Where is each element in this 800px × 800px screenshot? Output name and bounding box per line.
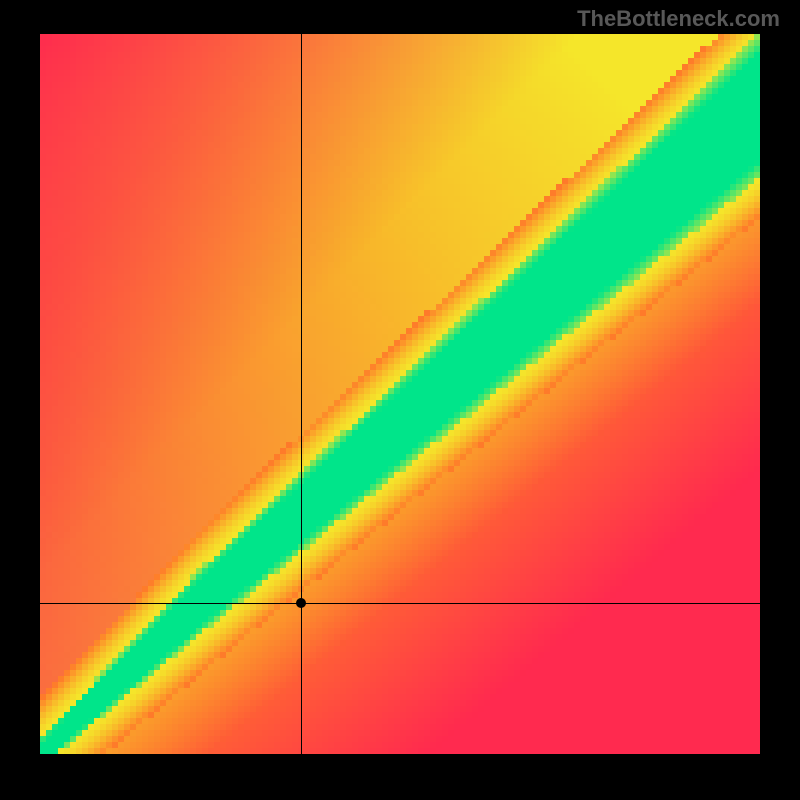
watermark-label: TheBottleneck.com xyxy=(577,6,780,32)
heatmap-canvas xyxy=(40,34,760,754)
bottleneck-heatmap xyxy=(40,34,760,754)
crosshair-horizontal xyxy=(40,603,760,604)
crosshair-vertical xyxy=(301,34,302,754)
selection-marker[interactable] xyxy=(296,598,306,608)
